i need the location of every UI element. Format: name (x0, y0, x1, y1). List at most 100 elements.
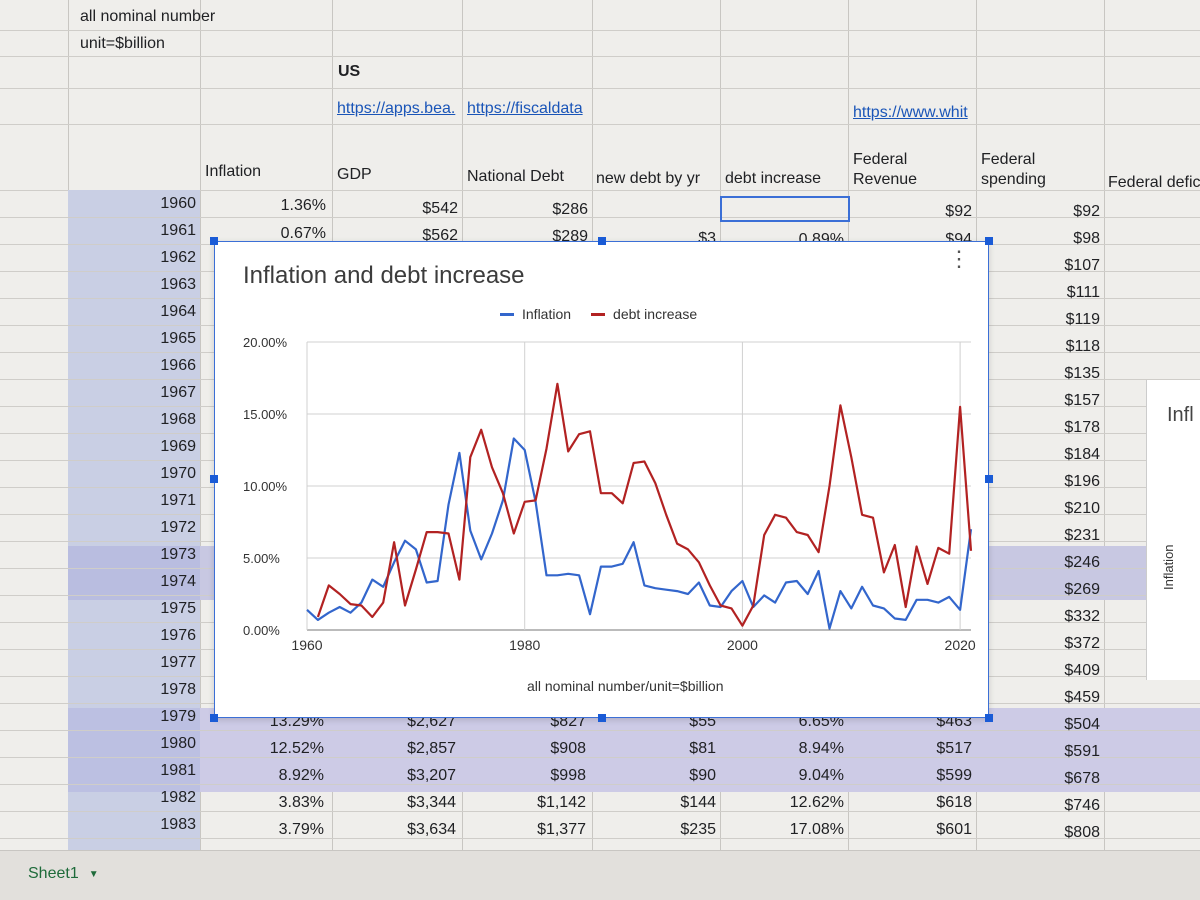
resize-handle-bottom-left[interactable] (210, 714, 218, 722)
cell-federal-spending[interactable]: $409 (1064, 662, 1100, 679)
series-line-debt-increase[interactable] (316, 382, 973, 627)
cell-federal-spending[interactable]: $746 (1064, 797, 1100, 814)
cell-new_debt-1981[interactable]: $90 (689, 767, 716, 784)
cell-gdp-1980[interactable]: $2,857 (407, 740, 456, 757)
row-year[interactable]: 1982 (160, 789, 196, 806)
sheet-tab[interactable]: Sheet1 ▼ (28, 865, 99, 883)
cell-federal-spending[interactable]: $591 (1064, 743, 1100, 760)
cell-gdp-1983[interactable]: $3,634 (407, 821, 456, 838)
link-fiscaldata[interactable]: https://fiscaldata (467, 100, 583, 117)
cell-inflation-1961[interactable]: 0.67% (280, 225, 326, 242)
cell-debt-1961[interactable]: $289 (552, 228, 588, 245)
row-year[interactable]: 1971 (160, 492, 196, 509)
resize-handle-right[interactable] (985, 475, 993, 483)
series-line-inflation[interactable] (306, 437, 973, 630)
row-year[interactable]: 1974 (160, 573, 196, 590)
cell-inflation-1981[interactable]: 8.92% (278, 767, 324, 784)
row-year[interactable]: 1981 (160, 762, 196, 779)
cell-federal-spending[interactable]: $210 (1064, 500, 1100, 517)
cell-inflation-1980[interactable]: 12.52% (269, 740, 324, 757)
country-label[interactable]: US (338, 63, 361, 80)
cell-federal-spending[interactable]: $372 (1064, 635, 1100, 652)
row-year[interactable]: 1960 (160, 195, 196, 212)
cell-revenue-1983[interactable]: $601 (936, 821, 972, 838)
row-year[interactable]: 1961 (160, 222, 196, 239)
cell-federal-spending[interactable]: $157 (1064, 392, 1100, 409)
row-year[interactable]: 1983 (160, 816, 196, 833)
cell-federal-spending[interactable]: $178 (1064, 419, 1100, 436)
header-federal-spending[interactable]: Federal spending (981, 151, 1046, 188)
cell-gdp-1960[interactable]: $542 (422, 200, 458, 217)
cell-federal-spending[interactable]: $269 (1064, 581, 1100, 598)
row-year[interactable]: 1979 (160, 708, 196, 725)
cell-federal-spending[interactable]: $678 (1064, 770, 1100, 787)
cell-revenue-1982[interactable]: $618 (936, 794, 972, 811)
cell-revenue-1981[interactable]: $599 (936, 767, 972, 784)
resize-handle-bottom[interactable] (598, 714, 606, 722)
cell-federal-spending[interactable]: $332 (1064, 608, 1100, 625)
cell-federal-spending[interactable]: $196 (1064, 473, 1100, 490)
cell-inflation-1982[interactable]: 3.83% (278, 794, 324, 811)
row-year[interactable]: 1977 (160, 654, 196, 671)
row-year[interactable]: 1964 (160, 303, 196, 320)
cell-inflation-1983[interactable]: 3.79% (278, 821, 324, 838)
row-year[interactable]: 1963 (160, 276, 196, 293)
row-year[interactable]: 1980 (160, 735, 196, 752)
cell-new_debt-1982[interactable]: $144 (680, 794, 716, 811)
cell-revenue-1980[interactable]: $517 (936, 740, 972, 757)
link-bea[interactable]: https://apps.bea. (337, 100, 456, 117)
cell-debt-1982[interactable]: $1,142 (537, 794, 586, 811)
resize-handle-top[interactable] (598, 237, 606, 245)
row-year[interactable]: 1972 (160, 519, 196, 536)
header-inflation[interactable]: Inflation (205, 163, 262, 180)
resize-handle-left[interactable] (210, 475, 218, 483)
row-year[interactable]: 1976 (160, 627, 196, 644)
chevron-down-icon[interactable]: ▼ (88, 868, 99, 880)
cell-federal-spending[interactable]: $111 (1066, 284, 1100, 301)
header-federal-deficit[interactable]: Federal defic (1108, 174, 1200, 191)
cell-increase-1982[interactable]: 12.62% (789, 794, 844, 811)
note-nominal[interactable]: all nominal number (80, 8, 216, 25)
cell-federal-spending[interactable]: $808 (1064, 824, 1100, 841)
cell-increase-1983[interactable]: 17.08% (789, 821, 844, 838)
cell-federal-spending[interactable]: $135 (1064, 365, 1100, 382)
row-year[interactable]: 1973 (160, 546, 196, 563)
header-federal-revenue[interactable]: Federal Revenue (853, 151, 918, 188)
cell-federal-spending[interactable]: $107 (1064, 257, 1100, 274)
selected-cell[interactable] (720, 196, 850, 222)
row-year[interactable]: 1975 (160, 600, 196, 617)
cell-federal-spending[interactable]: $184 (1064, 446, 1100, 463)
note-unit[interactable]: unit=$billion (80, 35, 165, 52)
row-year[interactable]: 1970 (160, 465, 196, 482)
cell-gdp-1961[interactable]: $562 (422, 227, 458, 244)
header-national-debt[interactable]: National Debt (467, 168, 564, 185)
row-year[interactable]: 1962 (160, 249, 196, 266)
cell-increase-1981[interactable]: 9.04% (798, 767, 844, 784)
link-whitehouse[interactable]: https://www.whit (853, 104, 968, 121)
cell-revenue-1960[interactable]: $92 (945, 203, 972, 220)
row-year[interactable]: 1966 (160, 357, 196, 374)
header-gdp[interactable]: GDP (337, 166, 372, 183)
cell-federal-spending[interactable]: $92 (1073, 203, 1100, 220)
row-year[interactable]: 1967 (160, 384, 196, 401)
cell-federal-spending[interactable]: $98 (1073, 230, 1100, 247)
cell-federal-spending[interactable]: $459 (1064, 689, 1100, 706)
row-year[interactable]: 1968 (160, 411, 196, 428)
resize-handle-bottom-right[interactable] (985, 714, 993, 722)
resize-handle-top-right[interactable] (985, 237, 993, 245)
second-chart-panel[interactable]: Infl Inflation (1146, 380, 1200, 680)
cell-federal-spending[interactable]: $119 (1065, 311, 1100, 328)
cell-new_debt-1980[interactable]: $81 (689, 740, 716, 757)
cell-federal-spending[interactable]: $118 (1065, 338, 1100, 355)
cell-debt-1981[interactable]: $998 (550, 767, 586, 784)
cell-debt-1980[interactable]: $908 (550, 740, 586, 757)
legend-item-inflation[interactable]: Inflation (500, 306, 571, 322)
cell-gdp-1982[interactable]: $3,344 (407, 794, 456, 811)
embedded-chart[interactable]: Inflation and debt increase ⋮ Inflation … (210, 237, 993, 722)
cell-debt-1960[interactable]: $286 (552, 201, 588, 218)
cell-federal-spending[interactable]: $246 (1064, 554, 1100, 571)
cell-federal-spending[interactable]: $504 (1064, 716, 1100, 733)
resize-handle-top-left[interactable] (210, 237, 218, 245)
header-debt-increase[interactable]: debt increase (725, 170, 822, 187)
cell-debt-1983[interactable]: $1,377 (537, 821, 586, 838)
